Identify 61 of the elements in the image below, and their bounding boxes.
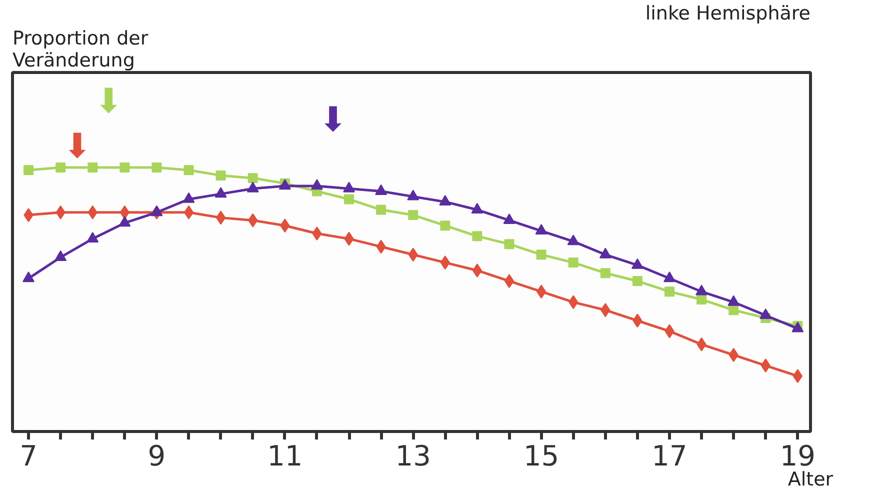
annotation: ⬇ [318, 100, 348, 140]
point [150, 206, 163, 216]
point [696, 284, 708, 296]
point [471, 202, 484, 214]
point [503, 213, 516, 224]
point [568, 258, 578, 268]
point [22, 272, 35, 282]
point [664, 286, 674, 297]
x-tick-label: 7 [20, 440, 38, 472]
point [214, 187, 227, 198]
text: Proportion der Veränderung [12, 28, 148, 72]
point [152, 162, 162, 173]
point [504, 274, 514, 288]
point [536, 250, 546, 260]
point [567, 234, 580, 246]
point [472, 231, 482, 242]
point [246, 182, 259, 192]
point [600, 268, 610, 278]
annotation: ⬇ [94, 82, 123, 122]
point [440, 220, 450, 231]
point [120, 162, 130, 173]
point [310, 179, 323, 190]
point [408, 210, 418, 220]
point [54, 250, 67, 261]
point [184, 205, 194, 220]
point [760, 308, 772, 320]
point [407, 190, 420, 200]
point [472, 263, 482, 278]
chart-title: linke Hemisphäre [645, 2, 811, 24]
point [343, 182, 356, 192]
point [88, 162, 98, 173]
point [376, 204, 386, 215]
point [599, 248, 612, 258]
point [792, 369, 803, 384]
annotation: ⬇ [62, 126, 92, 166]
point [24, 165, 34, 176]
x-tick-label: 15 [523, 440, 560, 472]
x-tick-label: 9 [148, 440, 166, 472]
point [536, 284, 546, 299]
point [439, 194, 452, 206]
point [632, 276, 642, 286]
point [631, 258, 644, 269]
point [118, 216, 131, 227]
x-tick-label: 13 [395, 440, 431, 472]
point [504, 239, 514, 250]
point [728, 305, 739, 316]
point [728, 295, 740, 306]
point [248, 173, 258, 184]
point [86, 232, 99, 242]
point [344, 194, 354, 204]
point [184, 165, 194, 176]
point [182, 192, 195, 203]
point [535, 224, 548, 235]
point [216, 170, 226, 180]
x-tick-label: 11 [267, 440, 303, 472]
point [696, 294, 707, 305]
point [375, 184, 388, 195]
point [663, 272, 676, 282]
point [56, 162, 66, 173]
point [216, 210, 226, 225]
x-tick-label: 17 [652, 440, 688, 472]
